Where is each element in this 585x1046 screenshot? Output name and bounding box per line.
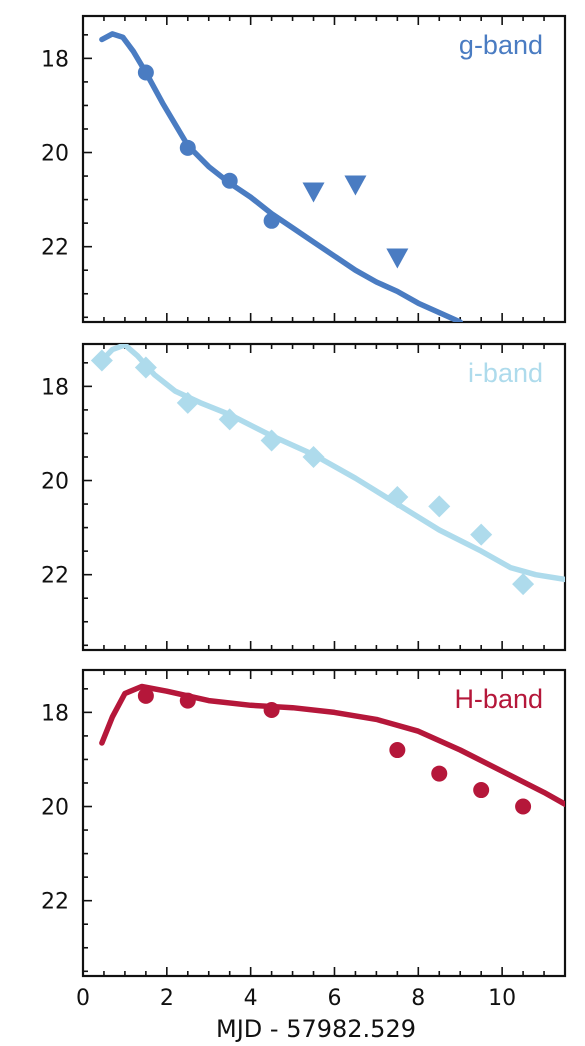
y-tick-label: 20 xyxy=(41,470,69,495)
x-tick-label: 8 xyxy=(411,986,425,1011)
data-point xyxy=(473,782,490,799)
data-point xyxy=(176,391,199,414)
data-point xyxy=(137,687,154,704)
data-point xyxy=(90,349,113,372)
y-tick-label: 18 xyxy=(41,375,69,400)
plot-frame xyxy=(81,14,567,324)
model-curve xyxy=(99,683,565,807)
data-point xyxy=(134,356,157,379)
y-tick-label: 22 xyxy=(41,236,69,261)
plot-frame xyxy=(81,342,567,652)
x-tick-label: 10 xyxy=(488,986,516,1011)
data-point xyxy=(428,495,451,518)
data-point xyxy=(263,212,280,229)
x-tick-label: 2 xyxy=(160,986,174,1011)
model-curve xyxy=(99,31,463,322)
y-tick-label: 18 xyxy=(41,701,69,726)
data-point xyxy=(512,573,535,596)
x-tick-label: 6 xyxy=(327,986,341,1011)
data-point xyxy=(221,172,238,189)
panel-series xyxy=(90,344,565,596)
band-label: i-band xyxy=(468,358,543,388)
panel-series xyxy=(99,31,463,322)
y-tick-label: 20 xyxy=(41,796,69,821)
y-tick-label: 18 xyxy=(41,47,69,72)
panel-i-band: 18 20 22 i-band xyxy=(41,342,567,652)
panel-g-band: 18 20 22 g-band xyxy=(41,14,567,324)
x-tick-label: 4 xyxy=(244,986,258,1011)
data-point xyxy=(260,429,283,452)
panel-H-band: 18 20 22 H-band xyxy=(41,668,567,978)
data-point xyxy=(431,765,448,782)
y-tick-label: 20 xyxy=(41,142,69,167)
band-label: g-band xyxy=(459,30,543,60)
data-point xyxy=(386,486,409,508)
panel-series xyxy=(99,683,565,815)
data-point xyxy=(470,523,493,546)
x-axis-label: MJD - 57982.529 xyxy=(216,1015,416,1043)
y-tick-label: 22 xyxy=(41,890,69,915)
upper-limit-point xyxy=(302,182,325,203)
y-tick-label: 22 xyxy=(41,564,69,589)
data-point xyxy=(389,742,406,759)
data-point xyxy=(218,408,241,431)
upper-limit-point xyxy=(344,175,367,196)
band-label: H-band xyxy=(454,684,543,714)
data-point xyxy=(263,702,280,719)
x-axis: 0 2 4 6 8 10 xyxy=(76,986,516,1011)
data-point xyxy=(137,64,154,81)
x-tick-label: 0 xyxy=(76,986,90,1011)
plot-frame xyxy=(81,668,567,978)
upper-limit-point xyxy=(386,248,409,269)
data-point xyxy=(515,798,532,815)
data-point xyxy=(179,692,196,709)
data-point xyxy=(302,445,325,468)
data-point xyxy=(179,139,196,156)
panels-layer: 18 20 22 g-band 18 20 22 i-band 18 20 22 H-band xyxy=(41,14,567,978)
